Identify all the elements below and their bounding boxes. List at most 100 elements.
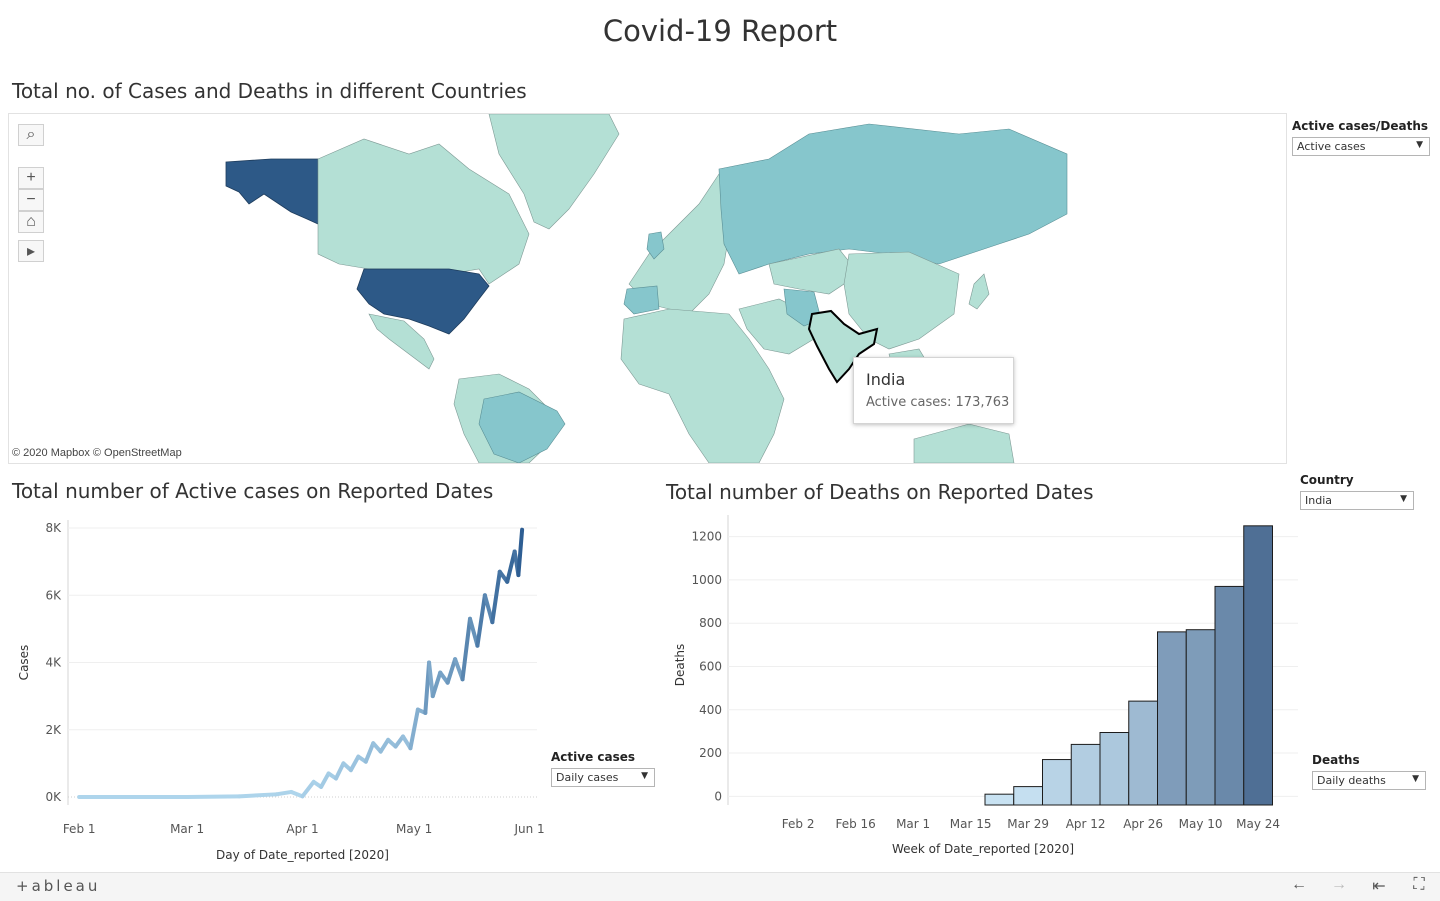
cases-y-tick-label: 0K (45, 790, 62, 804)
map-country-canada (317, 138, 530, 285)
deaths-y-tick-label: 1200 (691, 530, 722, 544)
cases-line-segment (505, 549, 517, 584)
deaths-y-tick-label: 800 (699, 616, 722, 630)
cases-line-segment (427, 660, 435, 699)
chevron-down-icon: ▼ (641, 771, 648, 781)
cases-y-tick-label: 2K (45, 723, 62, 737)
deaths-y-tick-label: 600 (699, 659, 722, 673)
cases-y-tick-label: 4K (45, 656, 62, 670)
deaths-x-tick-label: Mar 29 (1007, 817, 1049, 831)
deaths-x-tick-label: May 24 (1236, 817, 1280, 831)
deaths-x-tick-label: Mar 1 (896, 817, 930, 831)
deaths-y-tick-label: 0 (714, 789, 722, 803)
world-map[interactable] (8, 113, 1287, 464)
map-country-russia (718, 123, 1068, 275)
cases-line-segment (363, 741, 376, 764)
filter-label-active-deaths: Active cases/Deaths (1292, 119, 1429, 133)
map-region-africa (620, 308, 785, 463)
deaths-x-axis-title: Week of Date_reported [2020] (892, 842, 1074, 856)
map-tooltip: India Active cases: 173,763 (853, 357, 1014, 424)
tableau-logo[interactable]: +ableau (16, 877, 101, 895)
deaths-x-tick-label: Apr 12 (1066, 817, 1106, 831)
tooltip-row: Active cases: 173,763 (866, 395, 1009, 410)
map-country-mexico (368, 313, 435, 370)
deaths-y-tick-label: 400 (699, 703, 722, 717)
tooltip-country: India (866, 370, 906, 389)
map-country-usa (356, 268, 490, 335)
cases-line-segment (430, 670, 443, 699)
map-country-brazil (478, 391, 566, 463)
tooltip-value: 173,763 (955, 395, 1010, 410)
map-search-icon[interactable]: ⌕ (18, 124, 44, 146)
map-country-australia (913, 423, 1015, 463)
deaths-bar (1099, 732, 1130, 806)
country-value: India (1305, 494, 1332, 507)
deaths-bar (1214, 585, 1245, 806)
active-cases-value: Daily cases (556, 771, 619, 784)
deaths-value: Daily deaths (1317, 774, 1386, 787)
map-country-alaska (225, 158, 319, 225)
deaths-x-tick-label: Apr 26 (1123, 817, 1163, 831)
active-deaths-dropdown[interactable]: Active cases ▼ (1292, 137, 1430, 156)
cases-line-segment (475, 593, 487, 648)
map-section-title: Total no. of Cases and Deaths in differe… (12, 79, 527, 103)
cases-line-segment (334, 761, 346, 781)
cases-x-tick-label: Jun 1 (513, 822, 544, 836)
deaths-bar (1042, 759, 1072, 806)
deaths-bar (1070, 743, 1101, 806)
deaths-x-tick-label: Feb 2 (782, 817, 815, 831)
chevron-down-icon: ▼ (1400, 494, 1407, 504)
map-country-spain (623, 285, 660, 315)
deaths-x-tick-label: Mar 15 (950, 817, 992, 831)
cases-line-segment (516, 527, 525, 578)
cases-line-segment (348, 754, 361, 773)
deaths-y-tick-label: 1000 (691, 573, 722, 587)
chevron-down-icon: ▼ (1416, 140, 1423, 150)
cases-x-axis-title: Day of Date_reported [2020] (216, 848, 389, 862)
filter-label-active-cases: Active cases (551, 750, 636, 764)
home-icon[interactable]: ⌂ (18, 211, 44, 233)
fullscreen-icon[interactable]: ⛶ (1413, 876, 1425, 893)
cases-line-segment (300, 779, 316, 799)
active-cases-dropdown[interactable]: Daily cases ▼ (551, 768, 655, 787)
bottom-toolbar (0, 872, 1440, 901)
cases-y-tick-label: 8K (45, 521, 62, 535)
cases-x-tick-label: Apr 1 (286, 822, 318, 836)
deaths-bar (1185, 629, 1216, 806)
chevron-down-icon: ▼ (1412, 774, 1419, 784)
cases-y-axis-title: Cases (17, 645, 31, 681)
active-deaths-value: Active cases (1297, 140, 1366, 153)
map-country-uk (646, 231, 665, 260)
cases-line-segment (490, 569, 502, 625)
filter-label-deaths: Deaths (1312, 753, 1360, 767)
zoom-out-icon[interactable]: − (18, 189, 44, 211)
forward-arrow-icon[interactable]: → (1331, 876, 1347, 893)
dashboard-title: Covid-19 Report (602, 14, 838, 48)
play-icon[interactable]: ▸ (18, 240, 44, 262)
map-attribution[interactable]: © 2020 Mapbox © OpenStreetMap (12, 447, 182, 459)
zoom-in-icon[interactable]: + (18, 167, 44, 189)
cases-line-segment (408, 707, 420, 751)
first-page-icon[interactable]: ⇤ (1372, 878, 1386, 895)
map-region-central-asia (768, 248, 860, 295)
cases-line-segment (237, 792, 279, 799)
cases-x-tick-label: Feb 1 (63, 822, 96, 836)
cases-line-chart[interactable]: 0K 2K 4K 6K 8K Feb 1 Mar 1 Apr 1 May 1 Jun 1 Day o… (0, 505, 560, 870)
cases-line-segment (185, 794, 242, 799)
map-country-greenland (488, 114, 620, 230)
deaths-y-axis-title: Deaths (673, 644, 687, 687)
cases-x-tick-label: May 1 (396, 822, 432, 836)
cases-chart-title: Total number of Active cases on Reported… (12, 479, 494, 503)
cases-line-segment (460, 616, 472, 682)
country-dropdown[interactable]: India ▼ (1300, 491, 1414, 510)
deaths-bar (1013, 786, 1043, 806)
map-country-japan (968, 273, 990, 310)
deaths-bar (1128, 700, 1158, 806)
deaths-bar-chart[interactable]: 0 200 400 600 800 1000 1200 Feb 2 Feb 16 Mar 1 Mar… (660, 505, 1300, 870)
cases-y-tick-label: 6K (45, 588, 62, 602)
deaths-dropdown[interactable]: Daily deaths ▼ (1312, 771, 1426, 790)
world-map-canvas[interactable] (9, 114, 1286, 463)
deaths-x-tick-label: Feb 16 (835, 817, 875, 831)
cases-line-segment (378, 737, 391, 754)
back-arrow-icon[interactable]: ← (1291, 876, 1307, 893)
